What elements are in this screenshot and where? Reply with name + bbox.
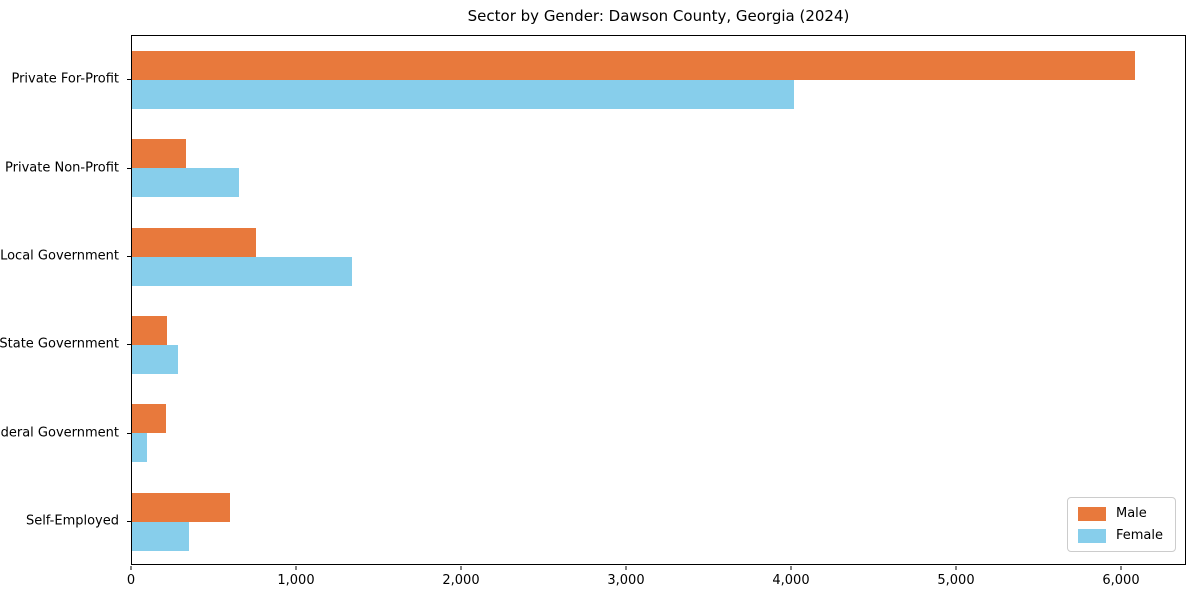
x-axis-tick-label: 5,000 — [937, 573, 975, 588]
y-axis-label: State Government — [0, 336, 119, 352]
male-bar — [132, 227, 256, 257]
bar-group — [132, 389, 1185, 477]
x-axis-tick-label: 0 — [126, 573, 136, 588]
y-axis-label: Private For-Profit — [11, 71, 119, 87]
bar-group — [132, 213, 1185, 301]
legend-entry-female: Female — [1077, 528, 1163, 543]
male-bar — [132, 316, 167, 346]
plot-area: Male Female — [131, 35, 1186, 565]
y-axis-tick — [127, 79, 131, 81]
female-bar — [132, 256, 352, 286]
bar-group — [132, 478, 1185, 566]
y-axis-tick — [127, 167, 131, 169]
x-axis-tick — [955, 566, 957, 570]
male-bar — [132, 139, 187, 169]
female-bar — [132, 433, 147, 463]
x-axis-tick-label: 2,000 — [442, 573, 480, 588]
x-axis-tick — [295, 566, 297, 570]
legend-entry-male: Male — [1077, 506, 1163, 521]
x-axis-tick — [625, 566, 627, 570]
y-axis-tick — [127, 432, 131, 434]
x-axis-tick-label: 3,000 — [607, 573, 645, 588]
male-bar — [132, 492, 230, 522]
legend-label-male: Male — [1115, 506, 1147, 521]
x-axis-tick — [790, 566, 792, 570]
legend-label-female: Female — [1115, 528, 1163, 543]
x-axis-tick — [1120, 566, 1122, 570]
female-bar — [132, 345, 179, 375]
chart-title: Sector by Gender: Dawson County, Georgia… — [467, 7, 850, 25]
female-bar — [132, 521, 189, 551]
x-axis-tick-label: 6,000 — [1102, 573, 1140, 588]
x-axis-tick — [130, 566, 132, 570]
x-axis-tick-label: 4,000 — [772, 573, 810, 588]
male-swatch-icon — [1077, 506, 1106, 521]
legend: Male Female — [1066, 497, 1176, 552]
x-axis: 0 1,000 2,000 3,000 4,000 5,000 6,000 — [127, 566, 1186, 596]
y-axis-label: Federal Government — [0, 425, 119, 440]
y-axis-label: Private Non-Profit — [5, 160, 119, 175]
y-axis-tick — [127, 255, 131, 257]
female-bar — [132, 168, 240, 198]
x-axis-tick-label: 1,000 — [277, 573, 315, 588]
male-bar — [132, 51, 1135, 81]
y-axis: Private For-Profit Private Non-Profit Loca… — [0, 35, 131, 565]
female-swatch-icon — [1077, 528, 1106, 543]
female-bar — [132, 80, 795, 110]
y-axis-tick — [127, 344, 131, 346]
x-axis-tick — [460, 566, 462, 570]
bar-group — [132, 301, 1185, 389]
bar-group — [132, 36, 1185, 124]
bar-group — [132, 124, 1185, 212]
male-bar — [132, 404, 166, 434]
y-axis-label: Local Government — [0, 248, 119, 264]
y-axis-tick — [127, 520, 131, 522]
y-axis-label: Self-Employed — [25, 513, 119, 529]
